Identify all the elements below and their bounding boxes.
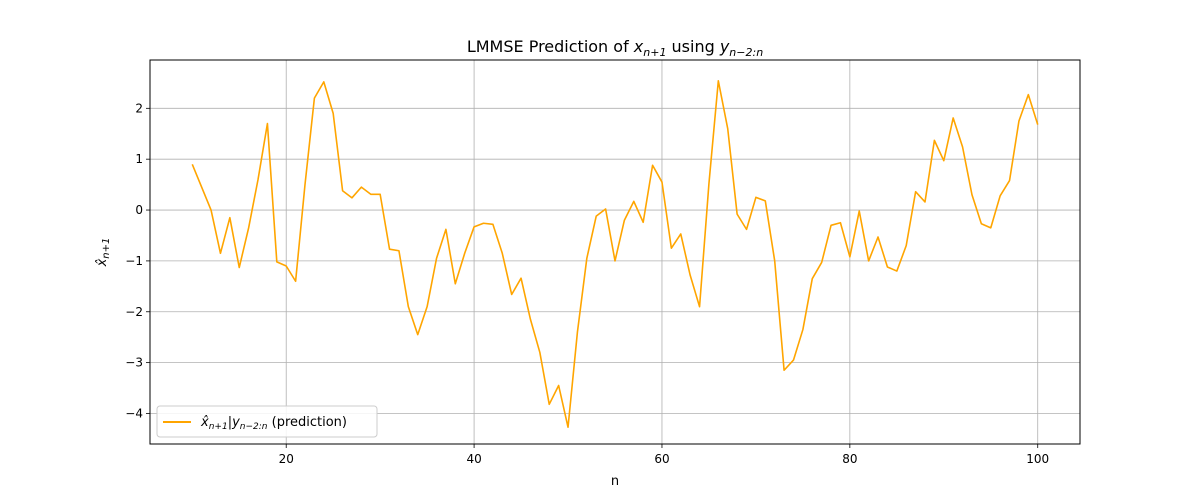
y-tick-label: −2 (125, 305, 143, 319)
y-tick-label: 1 (135, 152, 143, 166)
chart-title: LMMSE Prediction of xn+1 using yn−2:n (467, 37, 763, 59)
legend: x̂n+1|yn−2:n (prediction) (156, 405, 378, 438)
y-axis-label: x̂n+1 (95, 238, 112, 268)
legend-label-prediction: x̂n+1|yn−2:n (prediction) (200, 415, 347, 432)
axis-ticks: 20 40 60 80 100 −4 −3 −2 −1 0 1 2 (125, 101, 1049, 466)
x-tick-label: 20 (279, 452, 294, 466)
x-tick-label: 80 (842, 452, 857, 466)
x-tick-label: 40 (466, 452, 481, 466)
x-axis-label: n (611, 474, 619, 489)
y-tick-label: −4 (125, 406, 143, 420)
legend-box (156, 405, 378, 438)
x-tick-label: 100 (1026, 452, 1049, 466)
plot-frame (149, 59, 1081, 445)
grid-lines (150, 60, 1080, 444)
y-tick-label: 0 (135, 203, 143, 217)
x-tick-label: 60 (654, 452, 669, 466)
y-tick-label: −1 (125, 254, 143, 268)
y-tick-label: −3 (125, 356, 143, 370)
series-line-prediction (191, 80, 1039, 429)
series-layer (191, 80, 1039, 429)
y-tick-label: 2 (135, 101, 143, 115)
